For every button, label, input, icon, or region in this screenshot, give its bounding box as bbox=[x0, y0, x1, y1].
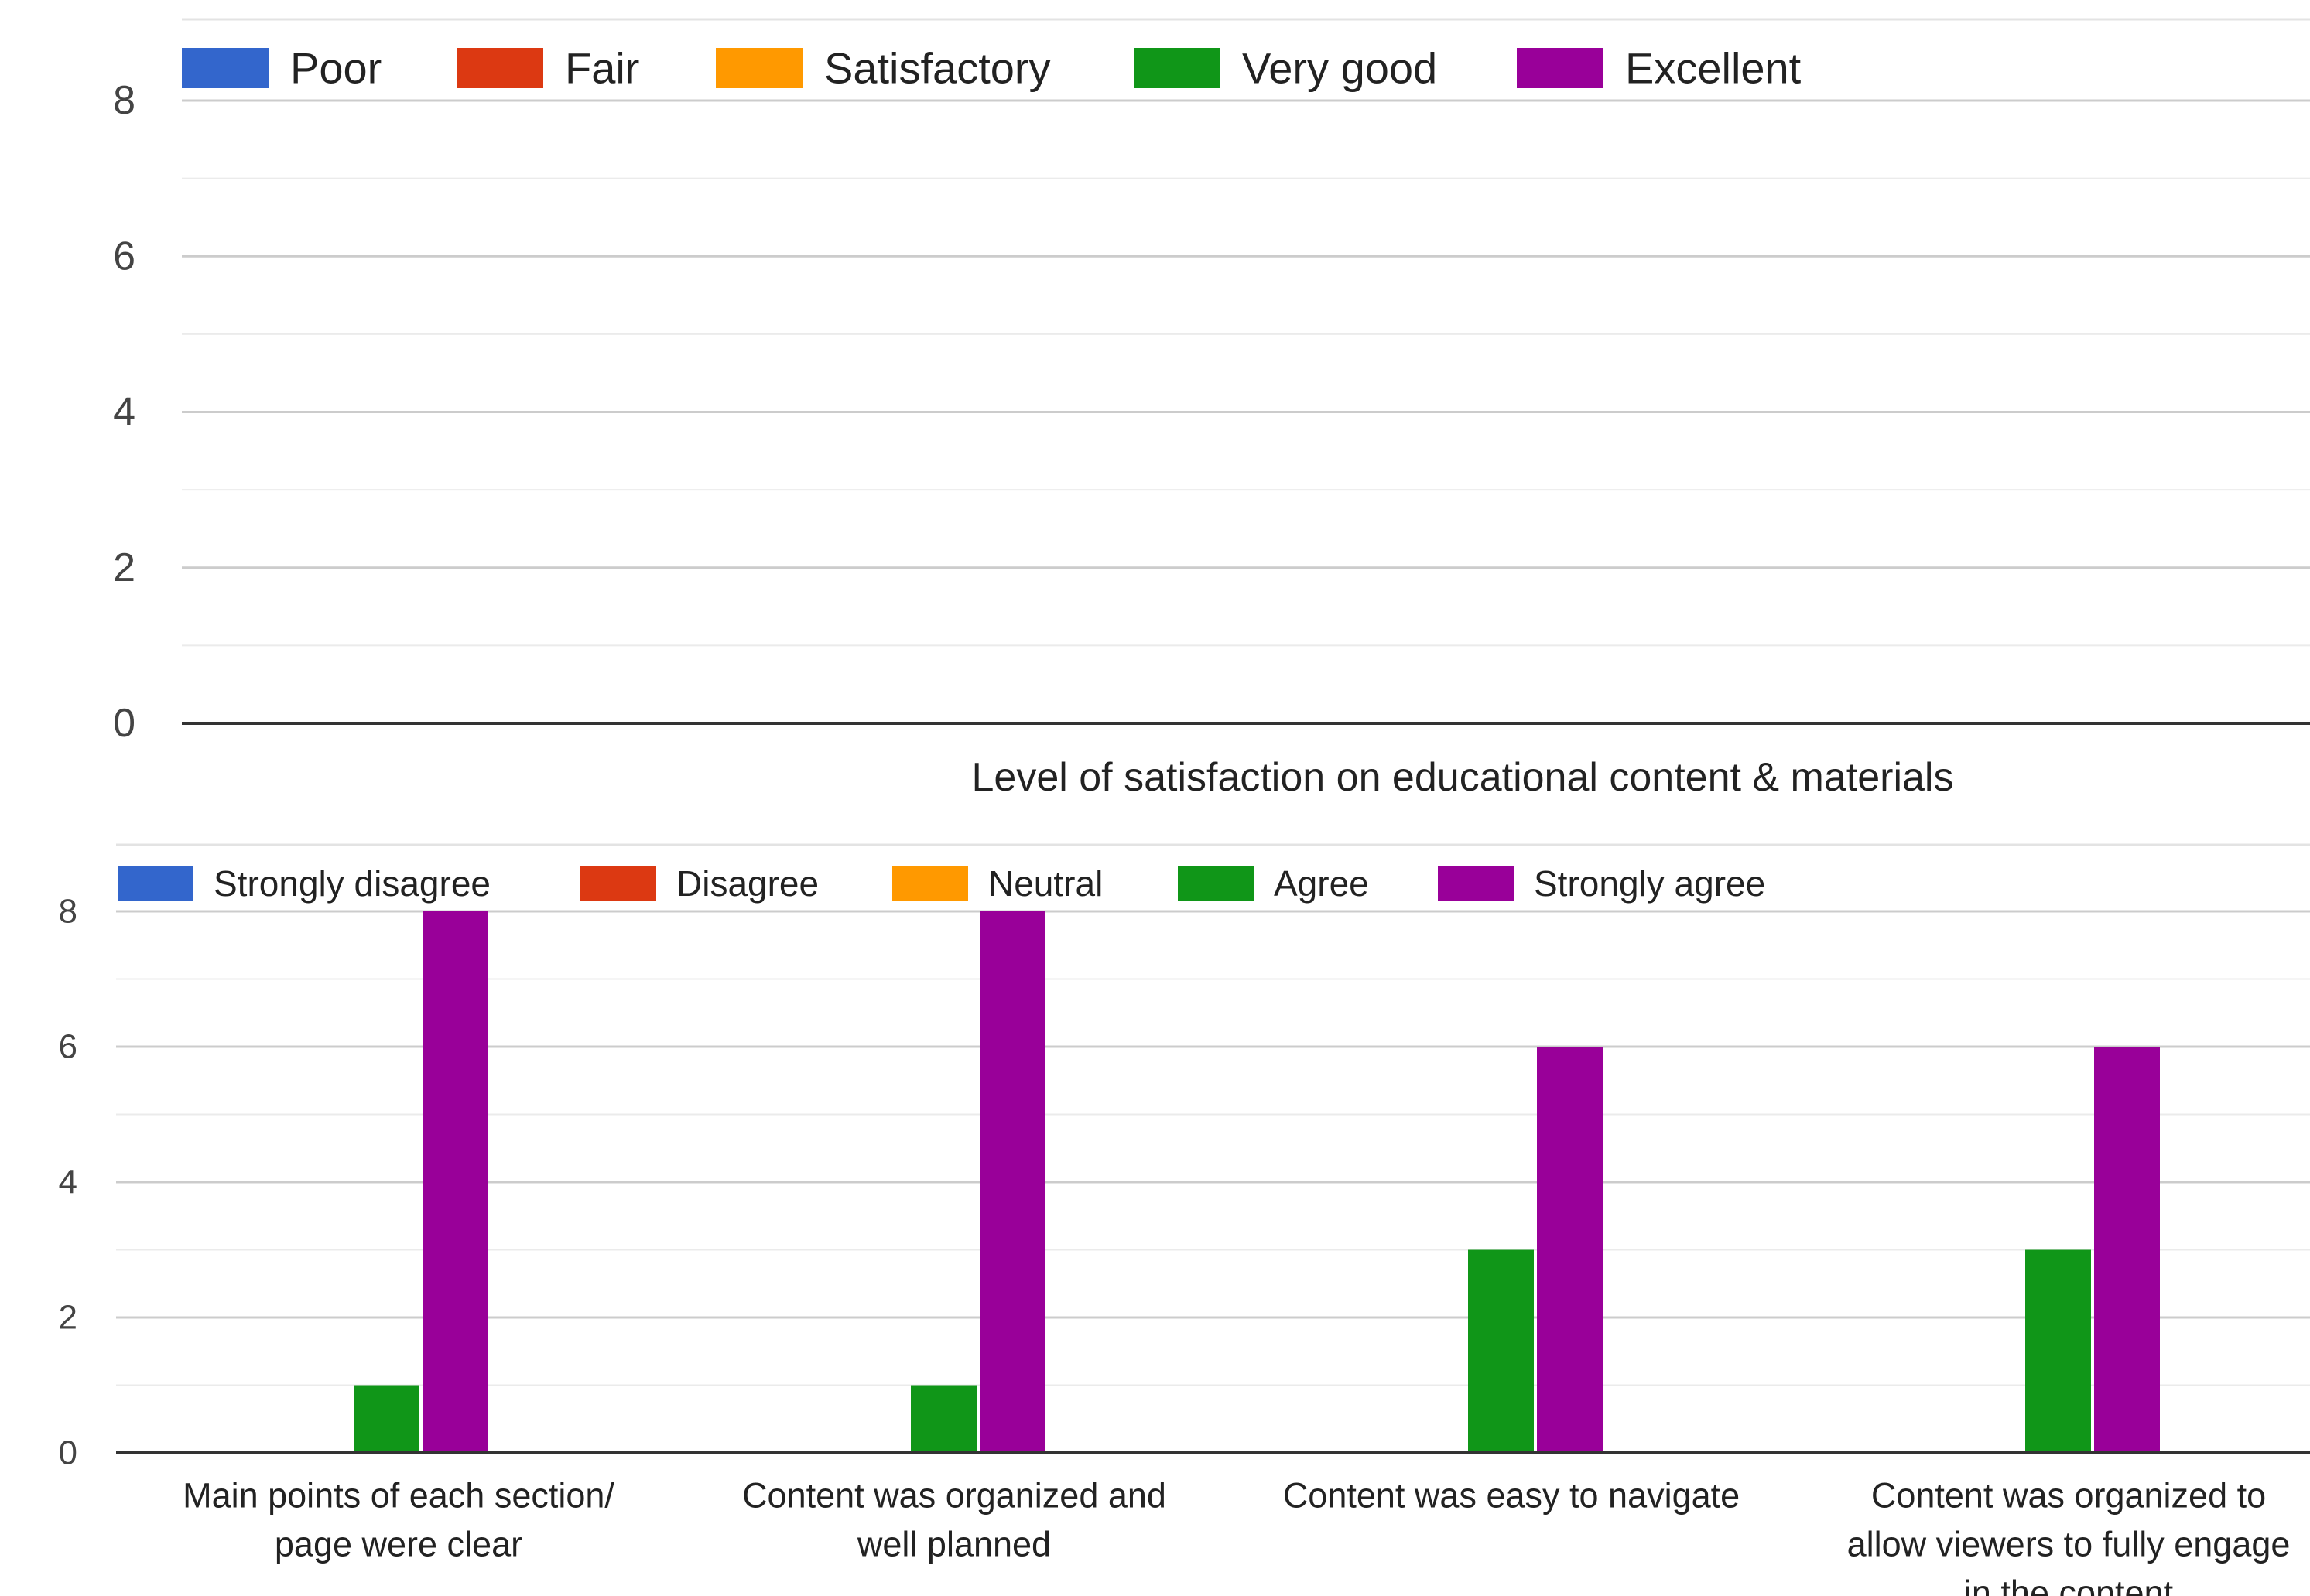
legend-swatch bbox=[1178, 866, 1254, 901]
legend-label: Poor bbox=[290, 44, 382, 93]
x-category-label: Content was easy to navigate bbox=[1283, 1476, 1740, 1516]
x-category-label: Content was organized and bbox=[742, 1476, 1166, 1516]
y-tick-label: 2 bbox=[113, 545, 135, 590]
chart-2: 0 2 4 6 8 Strongly disagree Disagree Neutral Agr… bbox=[59, 843, 2310, 1596]
legend-label: Strongly disagree bbox=[214, 863, 491, 904]
bar-agree bbox=[2025, 1249, 2091, 1453]
legend-label: Agree bbox=[1274, 863, 1369, 904]
bar-agree bbox=[354, 1385, 419, 1453]
legend-swatch bbox=[1134, 48, 1220, 88]
legend-swatch bbox=[182, 48, 269, 88]
legend-label: Fair bbox=[565, 44, 639, 93]
legend-swatch bbox=[118, 866, 193, 901]
legend-label: Excellent bbox=[1625, 44, 1802, 93]
bar-agree bbox=[911, 1385, 977, 1453]
y-tick-label: 4 bbox=[113, 390, 135, 435]
legend-swatch bbox=[457, 48, 543, 88]
bar-strongly-agree bbox=[2094, 1047, 2160, 1453]
x-category-label: page were clear bbox=[275, 1525, 522, 1564]
chart-1: 0 2 4 6 8 Poor Fair Satisfactory Very good Excell… bbox=[113, 18, 2310, 800]
bar-strongly-agree bbox=[423, 911, 488, 1453]
x-category-label: in the content bbox=[1964, 1574, 2174, 1596]
y-tick-label: 6 bbox=[113, 234, 135, 279]
x-category-label: allow viewers to fully engage bbox=[1847, 1525, 2291, 1564]
y-tick-label: 0 bbox=[113, 701, 135, 746]
x-category-label: Content was organized to bbox=[1871, 1476, 2266, 1516]
legend-label: Disagree bbox=[676, 863, 819, 904]
x-category-label: well planned bbox=[857, 1525, 1051, 1564]
legend-swatch bbox=[1517, 48, 1603, 88]
legend-swatch bbox=[716, 48, 803, 88]
legend-label: Strongly agree bbox=[1534, 863, 1765, 904]
bar-strongly-agree bbox=[980, 911, 1045, 1453]
bar-strongly-agree bbox=[1537, 1047, 1603, 1453]
y-tick-label: 4 bbox=[59, 1164, 77, 1201]
bar-agree bbox=[1468, 1249, 1534, 1453]
x-axis-title: Level of satisfaction on educational con… bbox=[972, 755, 1954, 800]
legend-swatch bbox=[1438, 866, 1514, 901]
legend-label: Satisfactory bbox=[824, 44, 1051, 93]
y-tick-label: 8 bbox=[113, 78, 135, 123]
y-tick-label: 8 bbox=[59, 893, 77, 931]
x-category-label: Main points of each section/ bbox=[183, 1476, 614, 1516]
y-tick-label: 0 bbox=[59, 1434, 77, 1472]
legend-label: Very good bbox=[1242, 44, 1437, 93]
legend-label: Neutral bbox=[988, 863, 1103, 904]
y-tick-label: 2 bbox=[59, 1299, 77, 1337]
y-tick-label: 6 bbox=[59, 1028, 77, 1066]
legend-swatch bbox=[892, 866, 968, 901]
legend-swatch bbox=[580, 866, 656, 901]
